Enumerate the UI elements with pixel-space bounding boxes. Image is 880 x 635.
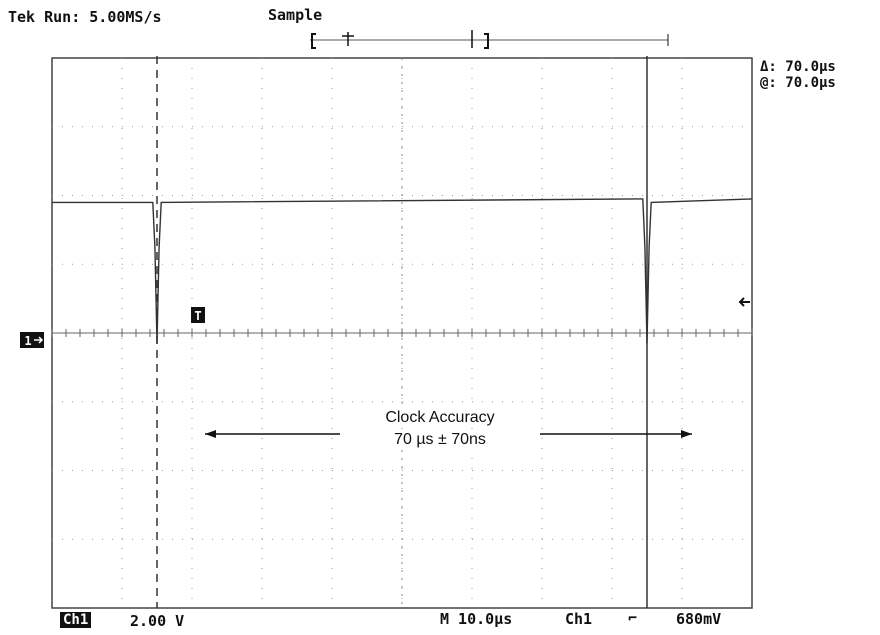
channel-badge: Ch1 xyxy=(60,612,92,628)
trigger-source-readout: Ch1 xyxy=(565,610,593,628)
annotation-title: Clock Accuracy xyxy=(340,408,540,428)
channel-ground-marker: 1 xyxy=(20,332,44,348)
annotation-value: 70 µs ± 70ns xyxy=(340,430,540,450)
trigger-level-arrow-icon xyxy=(738,297,750,307)
timebase-readout: M 10.0μs xyxy=(440,610,513,628)
trigger-level-readout: 680mV xyxy=(676,610,722,628)
acquisition-mode: Sample xyxy=(268,6,323,24)
trigger-slope-icon: ⌐ xyxy=(628,609,638,627)
record-view-bar xyxy=(310,30,669,49)
waveform-trace xyxy=(52,198,753,344)
volts-per-div-readout: 2.00 V xyxy=(130,612,185,630)
svg-text:1: 1 xyxy=(24,334,31,348)
acquisition-status: Tek Run: 5.00MS/s xyxy=(8,8,162,26)
trigger-t-marker: T xyxy=(191,307,205,323)
graticule xyxy=(51,57,753,609)
cursor-delta-readout: Δ: 70.0μs xyxy=(760,59,836,75)
cursor-position-readout: @: 70.0μs xyxy=(760,75,836,91)
svg-text:T: T xyxy=(194,309,201,323)
